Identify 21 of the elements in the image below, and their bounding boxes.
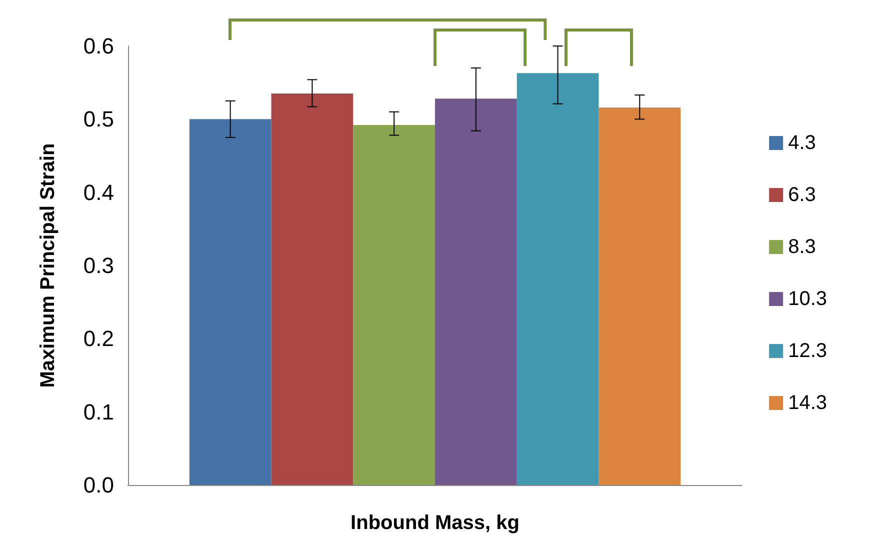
x-axis-title: Inbound Mass, kg [350,512,520,534]
legend-label: 14.3 [788,392,828,414]
legend-label: 10.3 [788,288,828,310]
y-tick-label: 0.3 [83,253,114,278]
y-axis-title: Maximum Principal Strain [37,143,59,388]
y-tick-label: 0.6 [83,34,114,58]
bar [435,98,517,485]
legend-label: 12.3 [788,340,828,362]
y-tick-label: 0.1 [83,399,114,424]
y-tick-label: 0.2 [83,326,114,352]
y-tick-label: 0.5 [83,106,114,132]
bar [189,119,272,485]
legend-label: 4.3 [788,132,816,154]
y-tick-label: 0.0 [83,472,114,498]
bar [271,94,354,485]
legend-label: 6.3 [788,184,816,206]
y-tick-label: 0.4 [83,180,114,205]
legend-label: 8.3 [788,236,816,258]
bar [516,73,599,485]
bar [598,107,681,485]
bar [353,125,435,485]
